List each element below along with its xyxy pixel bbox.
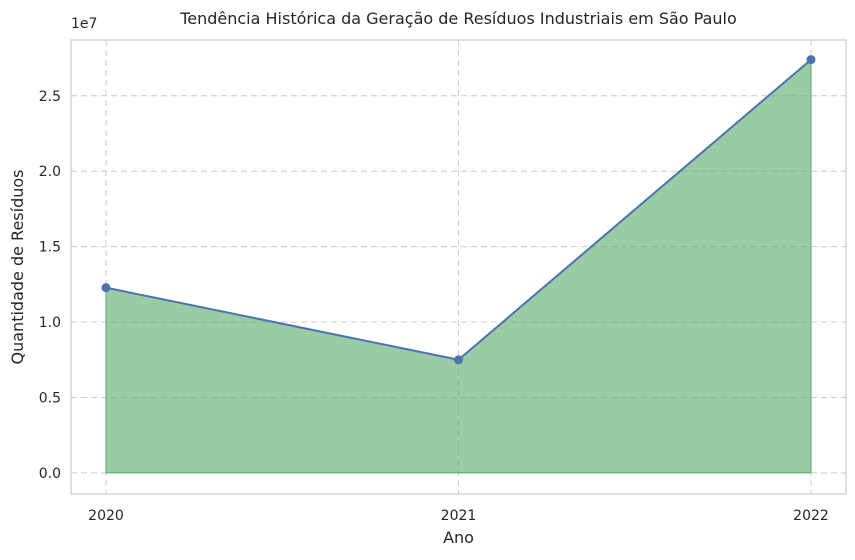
x-axis-label: Ano (443, 528, 474, 547)
x-tick-label: 2020 (88, 508, 124, 524)
y-tick-label: 0.0 (39, 466, 61, 482)
x-tick-labels: 2020 2021 2022 (88, 508, 829, 524)
y-tick-labels: 0.0 0.5 1.0 1.5 2.0 2.5 (39, 89, 61, 482)
y-tick-label: 1.5 (39, 240, 61, 256)
x-tick-label: 2022 (793, 508, 829, 524)
y-axis-label: Quantidade de Resíduos (8, 170, 27, 365)
y-tick-label: 1.0 (39, 315, 61, 331)
point-layer (101, 55, 816, 365)
y-tick-label: 2.0 (39, 164, 61, 180)
data-point (454, 355, 463, 365)
chart-title: Tendência Histórica da Geração de Resídu… (179, 9, 737, 28)
x-tick-label: 2021 (441, 508, 477, 524)
data-point (101, 283, 111, 293)
y-tick-label: 2.5 (39, 89, 61, 105)
y-axis-offset-label: 1e7 (71, 16, 97, 32)
y-tick-label: 0.5 (39, 390, 61, 406)
data-point (806, 55, 816, 65)
